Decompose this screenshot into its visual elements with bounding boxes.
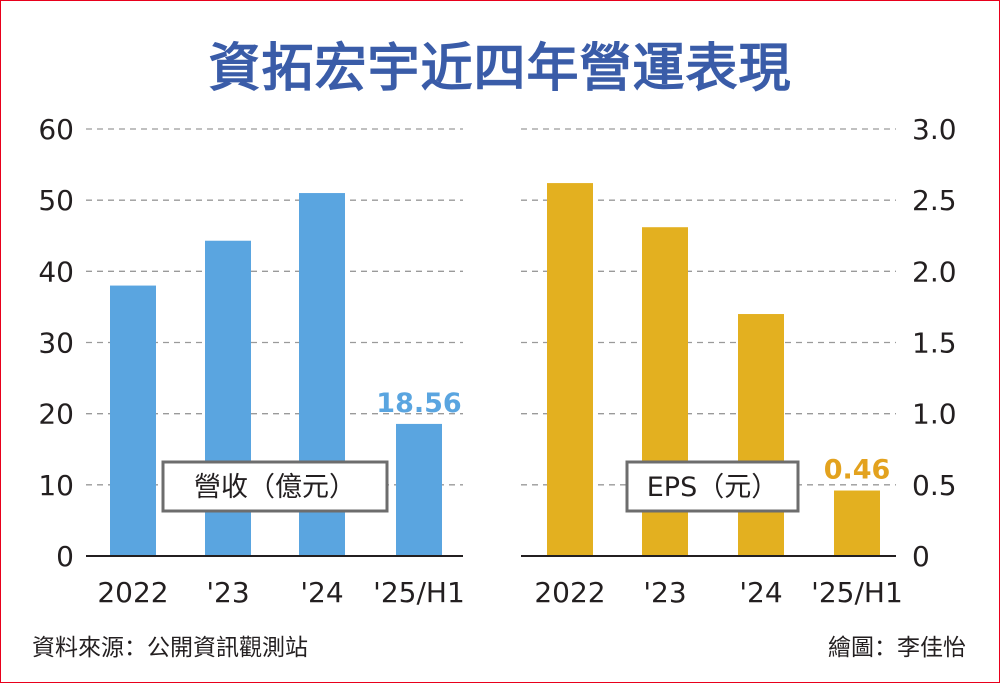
revenue-ytick-label: 20 <box>38 398 74 431</box>
source-note: 資料來源：公開資訊觀測站 <box>32 635 308 661</box>
revenue-ytick-label: 50 <box>38 184 74 217</box>
revenue-ytick-label: 60 <box>38 113 74 146</box>
revenue-data-label: 18.56 <box>376 388 461 419</box>
revenue-xtick-label: 2022 <box>97 576 168 609</box>
revenue-ytick-label: 10 <box>38 469 74 502</box>
eps-xtick-label: 2022 <box>534 576 605 609</box>
eps-xtick-label: '24 <box>739 576 782 609</box>
eps-ytick-label: 0.5 <box>912 469 957 502</box>
eps-legend-box <box>625 460 800 513</box>
revenue-legend-box <box>161 460 389 513</box>
eps-bar <box>834 490 880 556</box>
revenue-ytick-label: 30 <box>38 327 74 360</box>
revenue-xtick-label: '23 <box>206 576 249 609</box>
eps-xtick-label: '23 <box>643 576 686 609</box>
revenue-xtick-label: '24 <box>300 576 343 609</box>
eps-ytick-label: 2.0 <box>912 255 957 288</box>
eps-bar <box>547 183 593 556</box>
eps-ytick-label: 0 <box>912 540 930 573</box>
revenue-bar <box>396 423 442 556</box>
eps-data-label: 0.46 <box>824 455 891 486</box>
eps-ytick-label: 3.0 <box>912 113 957 146</box>
revenue-bar <box>110 285 156 556</box>
revenue-legend-label: 營收（億元） <box>194 472 356 503</box>
eps-ytick-label: 1.0 <box>912 398 957 431</box>
eps-xtick-label: '25/H1 <box>811 576 903 609</box>
eps-ytick-label: 1.5 <box>912 327 957 360</box>
eps-bar <box>738 314 784 556</box>
revenue-ytick-label: 40 <box>38 255 74 288</box>
chart-title: 資拓宏宇近四年營運表現 <box>208 39 792 99</box>
revenue-xtick-label: '25/H1 <box>373 576 465 609</box>
eps-ytick-label: 2.5 <box>912 184 957 217</box>
credit-note: 繪圖：李佳怡 <box>828 635 966 661</box>
eps-legend-label: EPS（元） <box>647 472 778 503</box>
revenue-ytick-label: 0 <box>56 540 74 573</box>
